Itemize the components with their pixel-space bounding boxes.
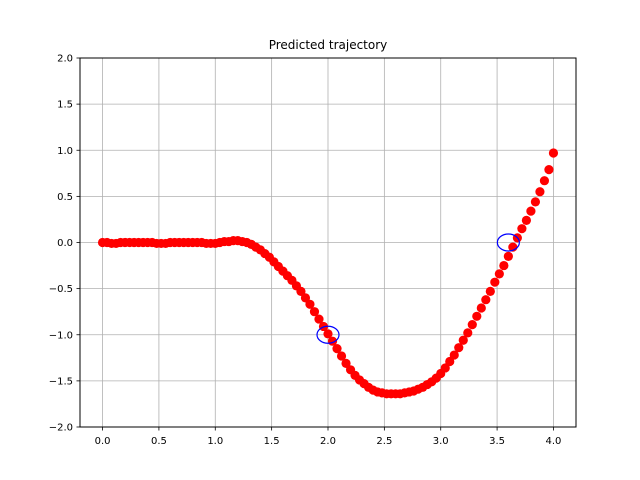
trajectory-point — [517, 224, 527, 234]
trajectory-point — [300, 293, 311, 303]
trajectory-point — [548, 148, 559, 158]
x-tick-label: 0.5 — [151, 436, 167, 447]
trajectory-point — [314, 314, 324, 324]
x-tick-label: 4.0 — [546, 436, 562, 447]
trajectory-point — [499, 260, 509, 271]
target-marker — [496, 233, 520, 252]
x-tick-label: 1.0 — [207, 436, 223, 447]
trajectory-point — [494, 269, 504, 279]
x-tick-label: 3.5 — [489, 436, 505, 447]
trajectory-point — [485, 286, 495, 296]
trajectory-point — [463, 328, 473, 338]
trajectory-point — [458, 335, 468, 345]
trajectory-point — [481, 295, 491, 305]
x-tick-label: 3.0 — [433, 436, 449, 447]
trajectory-point — [296, 286, 306, 296]
trajectory-point — [336, 351, 347, 361]
trajectory-point — [530, 197, 541, 207]
trajectory-point — [476, 303, 486, 313]
trajectory-point — [535, 187, 545, 197]
y-tick-label: 2.0 — [57, 54, 73, 65]
trajectory-point — [341, 358, 351, 368]
plot-data — [97, 148, 559, 399]
y-tick-label: 1.0 — [57, 146, 73, 157]
trajectory-point — [467, 320, 477, 330]
y-tick-label: 0.0 — [57, 238, 73, 249]
trajectory-point — [445, 356, 455, 367]
x-tick-label: 1.5 — [264, 436, 280, 447]
target-marker — [316, 325, 340, 344]
y-tick-label: −2.0 — [49, 423, 73, 434]
trajectory-point — [544, 165, 554, 175]
x-tick-label: 2.0 — [320, 436, 336, 447]
x-tick-label: 2.5 — [376, 436, 392, 447]
trajectory-series — [97, 148, 559, 399]
y-tick-label: 0.5 — [57, 192, 73, 203]
target-markers-series — [316, 233, 520, 344]
y-tick-label: 1.5 — [57, 100, 73, 111]
trajectory-point — [440, 363, 450, 373]
y-tick-label: −0.5 — [49, 284, 73, 295]
trajectory-point — [472, 311, 482, 321]
axis-ticks: 0.0 0.5 1.0 1.5 2.0 2.5 3.0 3.5 4.0 2.0 1.5 1.0 0.5 0… — [49, 54, 562, 447]
x-tick-label: 0.0 — [95, 436, 111, 447]
trajectory-point — [526, 206, 536, 216]
trajectory-point — [539, 176, 550, 186]
chart-title: Predicted trajectory — [269, 38, 388, 52]
trajectory-point — [309, 307, 320, 317]
trajectory-point — [323, 329, 333, 339]
y-tick-label: −1.5 — [49, 376, 73, 387]
y-tick-label: −1.0 — [49, 330, 73, 341]
trajectory-point — [305, 299, 315, 309]
trajectory-point — [503, 251, 513, 261]
trajectory-point — [332, 343, 342, 354]
trajectory-point — [521, 215, 532, 225]
trajectory-point — [449, 350, 459, 360]
trajectory-point — [490, 277, 500, 287]
trajectory-point — [454, 343, 464, 353]
